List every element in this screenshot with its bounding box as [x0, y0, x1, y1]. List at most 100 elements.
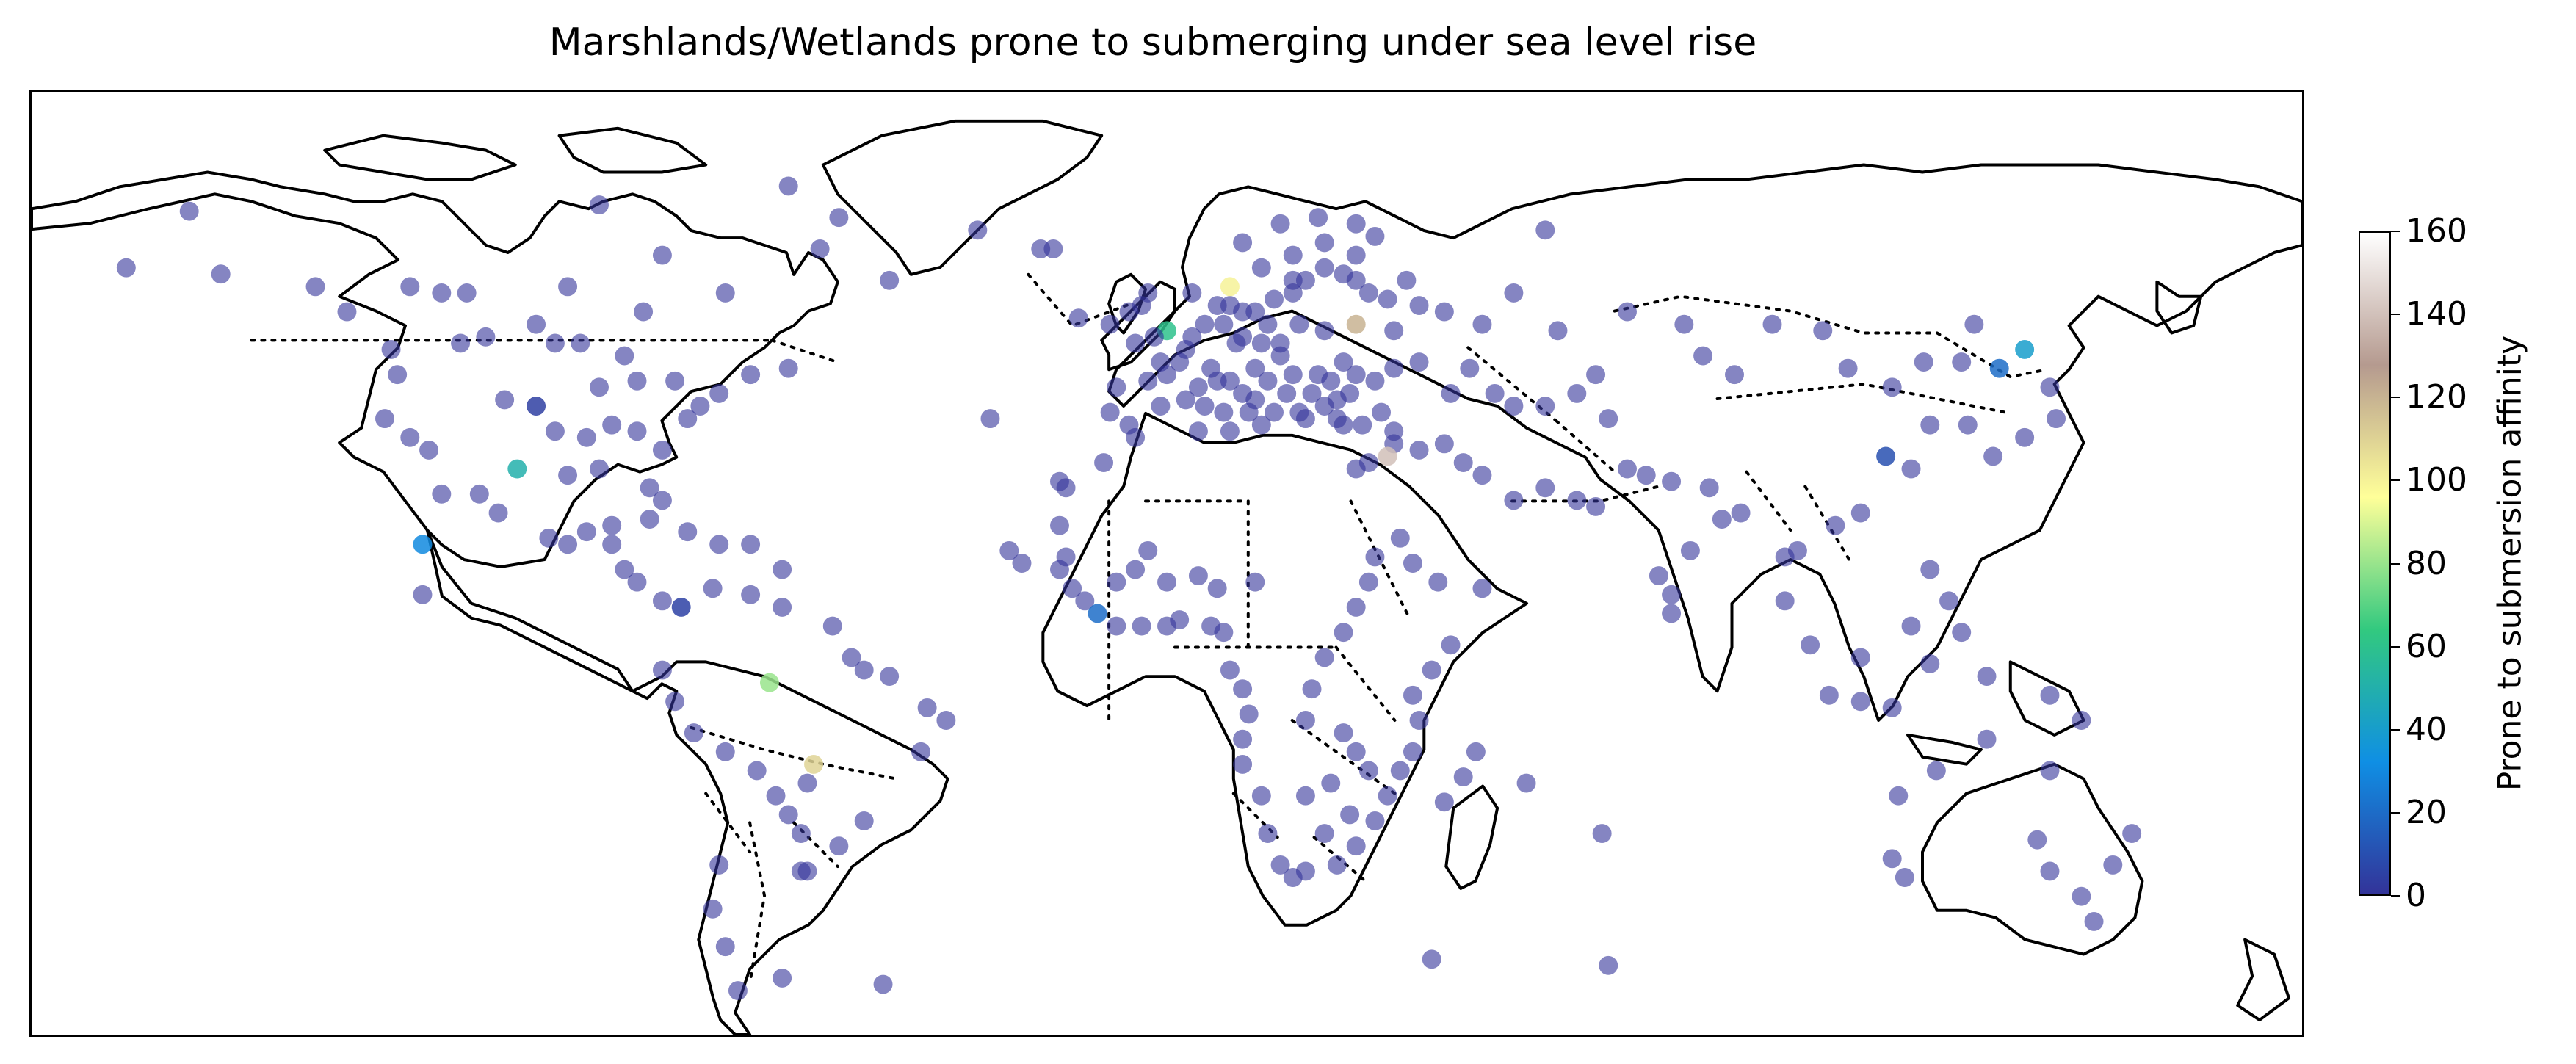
wetland-point[interactable] [1258, 314, 1278, 334]
wetland-point[interactable] [1535, 220, 1555, 240]
wetland-point[interactable] [690, 397, 710, 416]
wetland-point[interactable] [911, 742, 931, 761]
wetland-point[interactable] [1314, 321, 1334, 341]
wetland-point[interactable] [1245, 302, 1265, 322]
wetland-point[interactable] [1712, 510, 1732, 529]
wetland-point[interactable] [1699, 478, 1719, 498]
wetland-point[interactable] [1409, 711, 1429, 730]
wetland-point[interactable] [1126, 560, 1146, 579]
wetland-point[interactable] [539, 528, 559, 548]
wetland-point[interactable] [1939, 591, 1959, 611]
wetland-point[interactable] [773, 560, 792, 579]
wetland-point[interactable] [1346, 245, 1366, 265]
wetland-point[interactable] [1314, 258, 1334, 278]
wetland-point[interactable] [1309, 208, 1328, 228]
wetland-point[interactable] [1283, 365, 1303, 385]
wetland-point[interactable] [1068, 308, 1088, 328]
wetland-point[interactable] [1258, 824, 1278, 844]
wetland-point[interactable] [1504, 283, 1524, 303]
wetland-point[interactable] [1270, 855, 1290, 875]
wetland-point[interactable] [1346, 742, 1366, 761]
wetland-point[interactable] [1548, 321, 1568, 341]
wetland-point[interactable] [2040, 761, 2060, 781]
wetland-point[interactable] [829, 208, 849, 228]
wetland-point[interactable] [1251, 415, 1271, 435]
wetland-point[interactable] [741, 585, 761, 604]
wetland-point[interactable] [1485, 383, 1505, 403]
wetland-point[interactable] [1618, 459, 1637, 479]
wetland-point[interactable] [1340, 805, 1360, 825]
wetland-point[interactable] [1239, 402, 1259, 422]
wetland-point[interactable] [507, 459, 527, 479]
wetland-point[interactable] [1050, 471, 1069, 491]
wetland-point[interactable] [1346, 459, 1366, 479]
wetland-point[interactable] [1662, 604, 1682, 623]
wetland-point[interactable] [1876, 446, 1896, 466]
wetland-point[interactable] [797, 773, 817, 793]
wetland-point[interactable] [1618, 302, 1637, 322]
wetland-point[interactable] [1277, 383, 1297, 403]
wetland-point[interactable] [1472, 579, 1492, 598]
wetland-point[interactable] [1107, 616, 1126, 636]
wetland-point[interactable] [1662, 585, 1682, 604]
wetland-point[interactable] [116, 258, 136, 278]
wetland-point[interactable] [1233, 754, 1253, 774]
wetland-point[interactable] [602, 535, 622, 554]
wetland-point[interactable] [1378, 289, 1397, 309]
wetland-point[interactable] [1850, 692, 1870, 712]
wetland-point[interactable] [773, 969, 792, 988]
wetland-point[interactable] [741, 365, 761, 385]
wetland-point[interactable] [558, 277, 578, 297]
wetland-point[interactable] [375, 409, 394, 429]
wetland-point[interactable] [1138, 540, 1158, 560]
wetland-point[interactable] [1586, 497, 1606, 516]
wetland-point[interactable] [1460, 358, 1480, 378]
wetland-point[interactable] [1472, 314, 1492, 334]
wetland-point[interactable] [665, 692, 685, 712]
wetland-point[interactable] [1314, 824, 1334, 844]
wetland-point[interactable] [1289, 314, 1309, 334]
wetland-point[interactable] [1346, 597, 1366, 617]
wetland-point[interactable] [1516, 773, 1536, 793]
wetland-point[interactable] [400, 277, 420, 297]
wetland-point[interactable] [709, 383, 729, 403]
wetland-point[interactable] [703, 899, 723, 919]
wetland-point[interactable] [1920, 654, 1940, 673]
wetland-point[interactable] [1472, 466, 1492, 485]
wetland-point[interactable] [791, 824, 811, 844]
wetland-point[interactable] [527, 397, 546, 416]
wetland-point[interactable] [1270, 333, 1290, 353]
wetland-point[interactable] [1926, 761, 1946, 781]
wetland-point[interactable] [1504, 397, 1524, 416]
wetland-point[interactable] [1245, 572, 1265, 592]
wetland-point[interactable] [936, 711, 956, 730]
wetland-point[interactable] [1636, 466, 1656, 485]
wetland-point[interactable] [880, 270, 900, 290]
wetland-point[interactable] [1088, 604, 1107, 623]
wetland-point[interactable] [627, 371, 647, 391]
wetland-point[interactable] [640, 510, 659, 529]
wetland-point[interactable] [709, 535, 729, 554]
wetland-point[interactable] [1920, 415, 1940, 435]
wetland-point[interactable] [1107, 572, 1126, 592]
wetland-point[interactable] [413, 535, 433, 554]
wetland-point[interactable] [1334, 723, 1353, 743]
wetland-point[interactable] [1176, 390, 1195, 410]
wetland-point[interactable] [1295, 861, 1315, 881]
wetland-point[interactable] [469, 484, 489, 504]
wetland-point[interactable] [1409, 352, 1429, 372]
wetland-point[interactable] [1283, 245, 1303, 265]
wetland-point[interactable] [1952, 352, 1972, 372]
wetland-point[interactable] [1882, 698, 1902, 717]
wetland-point[interactable] [2040, 685, 2060, 705]
wetland-point[interactable] [1346, 365, 1366, 385]
wetland-point[interactable] [1365, 811, 1385, 830]
wetland-point[interactable] [684, 723, 703, 743]
wetland-point[interactable] [1353, 415, 1372, 435]
wetland-point[interactable] [1239, 704, 1259, 724]
wetland-point[interactable] [1220, 421, 1240, 441]
wetland-point[interactable] [1535, 397, 1555, 416]
wetland-point[interactable] [413, 585, 433, 604]
wetland-point[interactable] [1334, 623, 1353, 643]
wetland-point[interactable] [1649, 566, 1668, 586]
